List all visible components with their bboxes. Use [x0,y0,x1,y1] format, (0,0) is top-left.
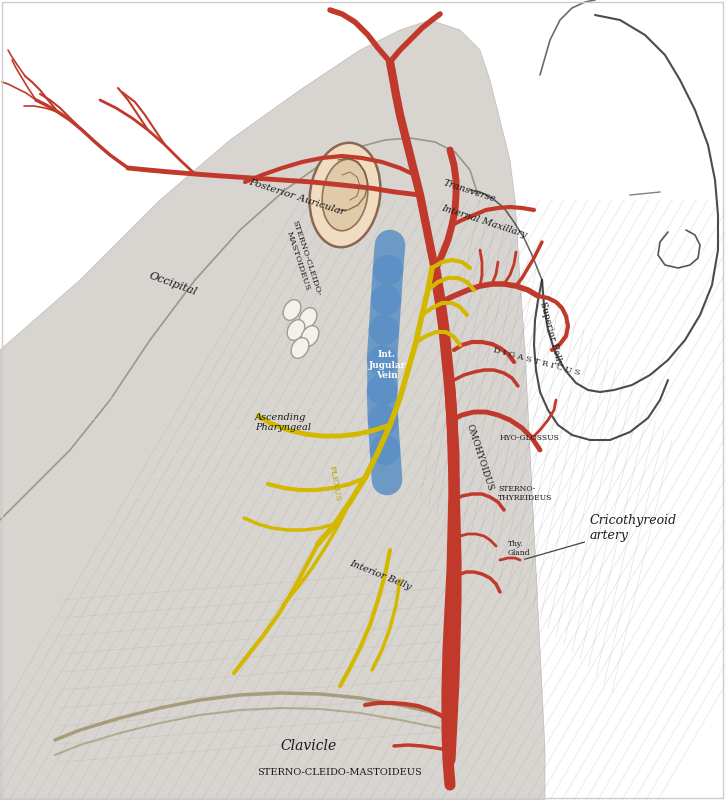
Text: Thy.
Gland: Thy. Gland [508,540,531,557]
Text: D I G A S T R I C U S: D I G A S T R I C U S [492,346,581,377]
Polygon shape [0,20,545,800]
Ellipse shape [299,308,317,328]
Text: OMOHYOIDUS: OMOHYOIDUS [465,422,495,492]
Text: Posterior Auricular: Posterior Auricular [248,178,347,217]
Text: Superior Belly: Superior Belly [538,301,564,367]
Ellipse shape [322,159,368,230]
Text: HYO-GLOSSUS: HYO-GLOSSUS [500,434,560,442]
Text: PLEXUS: PLEXUS [328,465,342,502]
Text: Ascending
Pharyngeal: Ascending Pharyngeal [255,413,311,432]
Text: STERNO-CLEIDO-MASTOIDEUS: STERNO-CLEIDO-MASTOIDEUS [257,768,423,777]
Text: STERNO-CLEIDO-
MASTOIDEUS: STERNO-CLEIDO- MASTOIDEUS [281,219,323,301]
Text: Cricothyreoid
artery: Cricothyreoid artery [525,514,677,559]
Text: STERNO-
THYREIDEUS: STERNO- THYREIDEUS [498,485,552,502]
Ellipse shape [310,142,381,247]
Text: Clavicle: Clavicle [280,739,336,753]
Ellipse shape [301,326,319,346]
Text: Interior Belly: Interior Belly [348,559,413,592]
Text: Int.
Jugular
Vein: Int. Jugular Vein [368,350,406,380]
Ellipse shape [283,300,301,320]
Text: Transverse: Transverse [442,178,497,204]
Ellipse shape [291,338,309,358]
Text: Occipital: Occipital [148,270,199,297]
Ellipse shape [287,320,304,340]
Text: Internal Maxillary: Internal Maxillary [440,204,528,240]
